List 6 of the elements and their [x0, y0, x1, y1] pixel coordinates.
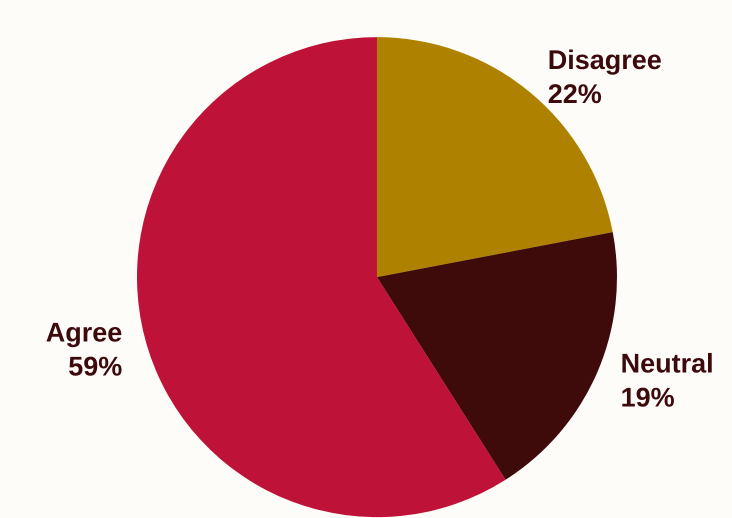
slice-label: Neutral	[620, 348, 714, 378]
slice-label: Agree	[46, 318, 122, 348]
data-label: 59%	[68, 352, 122, 382]
data-label: 22%	[548, 78, 602, 109]
slice-label: Disagree	[548, 44, 662, 75]
data-label: 19%	[620, 382, 675, 412]
